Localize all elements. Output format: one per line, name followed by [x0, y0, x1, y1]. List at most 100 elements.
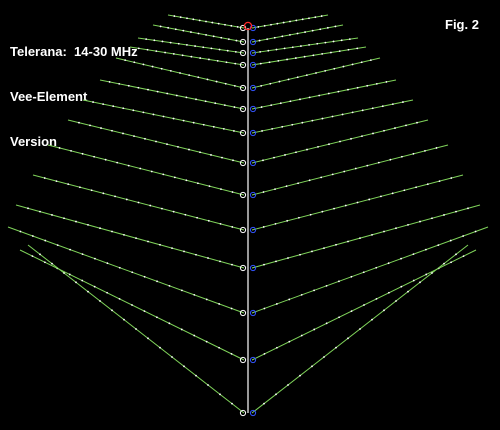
- element-1-left-segment-dot: [205, 20, 207, 23]
- element-1-right-segment-dot: [263, 24, 266, 27]
- element-12-right-segment-dot: [362, 271, 365, 274]
- element-4-right-junction-marker: [249, 61, 257, 69]
- element-9-left-segment-dot: [196, 182, 199, 185]
- element-14-right-segment-dot: [347, 337, 349, 340]
- element-9-left-arm: [47, 144, 245, 196]
- element-9-left-segment-dot: [81, 152, 84, 155]
- element-9-right-segment-dot: [424, 149, 426, 152]
- element-11-left-segment-dot: [27, 207, 29, 210]
- element-4-right-segment-dot: [321, 53, 324, 55]
- element-10-right-segment-dot: [262, 226, 265, 228]
- element-9-left-segment-dot: [58, 147, 61, 149]
- element-12-left-segment-dot: [31, 235, 34, 237]
- element-14-right-segment-dot: [263, 402, 265, 405]
- element-6-right-segment-dot: [347, 88, 349, 91]
- element-8-right-segment-dot: [361, 135, 363, 138]
- element-4-right-segment-dot: [286, 58, 288, 61]
- element-13-right-segment-dot: [288, 340, 291, 343]
- element-13-right-segment-dot: [275, 346, 278, 349]
- element-9-left-segment-dot: [93, 155, 96, 158]
- element-2-left-segment-dot: [212, 35, 215, 38]
- element-9-left-segment-dot: [231, 191, 234, 193]
- element-4-left-segment-dot: [146, 48, 149, 51]
- element-11-right-segment-dot: [287, 257, 289, 259]
- element-5-right-segment-dot: [333, 67, 336, 70]
- element-8-left-segment-dot: [111, 129, 113, 132]
- element-13-left-junction-marker: [239, 356, 247, 364]
- element-10-right-segment-dot: [450, 177, 453, 179]
- element-5-left-segment-dot: [179, 72, 181, 74]
- element-14-left-segment-dot: [135, 328, 137, 330]
- element-13-right-segment-dot: [450, 261, 453, 264]
- element-13-left-segment-dot: [155, 316, 158, 319]
- element-8-right-segment-dot: [306, 148, 308, 151]
- element-6-right-segment-dot: [385, 81, 388, 83]
- element-13-right-segment-dot: [325, 322, 328, 325]
- element-6-left-segment-dot: [108, 81, 111, 83]
- element-7-left-segment-dot: [222, 127, 225, 130]
- element-10-right-segment-dot: [344, 204, 347, 207]
- element-10-right-segment-dot: [321, 210, 324, 213]
- element-13-left-segment-dot: [168, 322, 171, 325]
- element-8-left-segment-dot: [100, 127, 102, 129]
- element-11-left-segment-dot: [111, 230, 113, 233]
- element-11-right-segment-dot: [467, 207, 469, 210]
- element-14-right-segment-dot: [455, 253, 457, 256]
- element-11-left-junction-marker: [239, 264, 247, 272]
- element-4-right-arm: [251, 46, 367, 66]
- element-12-left-segment-dot: [69, 248, 72, 251]
- element-10-left-segment-dot: [184, 213, 187, 216]
- element-10-right-segment-dot: [297, 216, 300, 219]
- element-2-left-segment-dot: [167, 26, 170, 29]
- element-5-right-segment-dot: [305, 74, 308, 77]
- element-8-left-segment-dot: [78, 121, 80, 124]
- element-8-left-segment-dot: [177, 145, 179, 148]
- element-9-right-segment-dot: [400, 155, 403, 158]
- element-9-left-segment-dot: [173, 176, 176, 179]
- element-6-left-segment-dot: [175, 94, 178, 97]
- element-12-left-segment-dot: [180, 289, 183, 292]
- element-12-right-segment-dot: [288, 298, 291, 301]
- element-13-left-segment-dot: [230, 352, 233, 355]
- element-11-left-segment-dot: [135, 237, 137, 240]
- element-8-left-segment-dot: [221, 156, 223, 159]
- element-11-right-junction-marker: [249, 264, 257, 272]
- element-8-right-junction-marker: [249, 159, 257, 167]
- element-1-left-segment-dot: [179, 16, 182, 19]
- element-14-left-segment-dot: [99, 300, 101, 302]
- element-13-right-segment-dot: [462, 255, 465, 258]
- element-5-right-segment-dot: [351, 63, 354, 66]
- element-14-left-segment-dot: [39, 253, 41, 256]
- element-13-right-segment-dot: [375, 297, 378, 300]
- element-3-right-segment-dot: [340, 39, 343, 42]
- element-10-left-segment-dot: [78, 186, 81, 189]
- element-4-left-segment-dot: [190, 55, 193, 58]
- element-5-right-segment-dot: [369, 59, 372, 62]
- element-8-right-segment-dot: [383, 129, 385, 132]
- element-11-right-segment-dot: [419, 220, 421, 223]
- element-3-right-segment-dot: [275, 48, 278, 51]
- element-12-left-segment-dot: [94, 257, 96, 260]
- element-11-right-segment-dot: [347, 240, 349, 243]
- element-9-left-segment-dot: [150, 170, 153, 173]
- element-8-left-segment-dot: [155, 140, 157, 143]
- element-14-right-segment-dot: [275, 393, 277, 396]
- element-12-left-segment-dot: [106, 262, 109, 265]
- element-5-right-segment-dot: [324, 69, 327, 72]
- element-9-right-segment-dot: [435, 147, 438, 149]
- element-5-right-segment-dot: [342, 65, 345, 68]
- element-5-left-segment-dot: [224, 82, 227, 85]
- element-14-right-segment-dot: [311, 365, 313, 368]
- element-12-left-arm: [7, 226, 245, 314]
- element-14-right-segment-dot: [395, 300, 397, 302]
- element-13-left-segment-dot: [68, 273, 71, 276]
- element-11-right-segment-dot: [311, 250, 313, 253]
- element-7-right-segment-dot: [331, 115, 334, 118]
- element-4-left-segment-dot: [225, 61, 228, 64]
- element-9-right-segment-dot: [262, 191, 265, 193]
- element-14-right-segment-dot: [335, 346, 337, 349]
- element-3-left-segment-dot: [177, 42, 180, 45]
- element-11-right-segment-dot: [383, 230, 385, 233]
- element-11-right-segment-dot: [359, 237, 361, 240]
- element-9-right-segment-dot: [377, 161, 380, 164]
